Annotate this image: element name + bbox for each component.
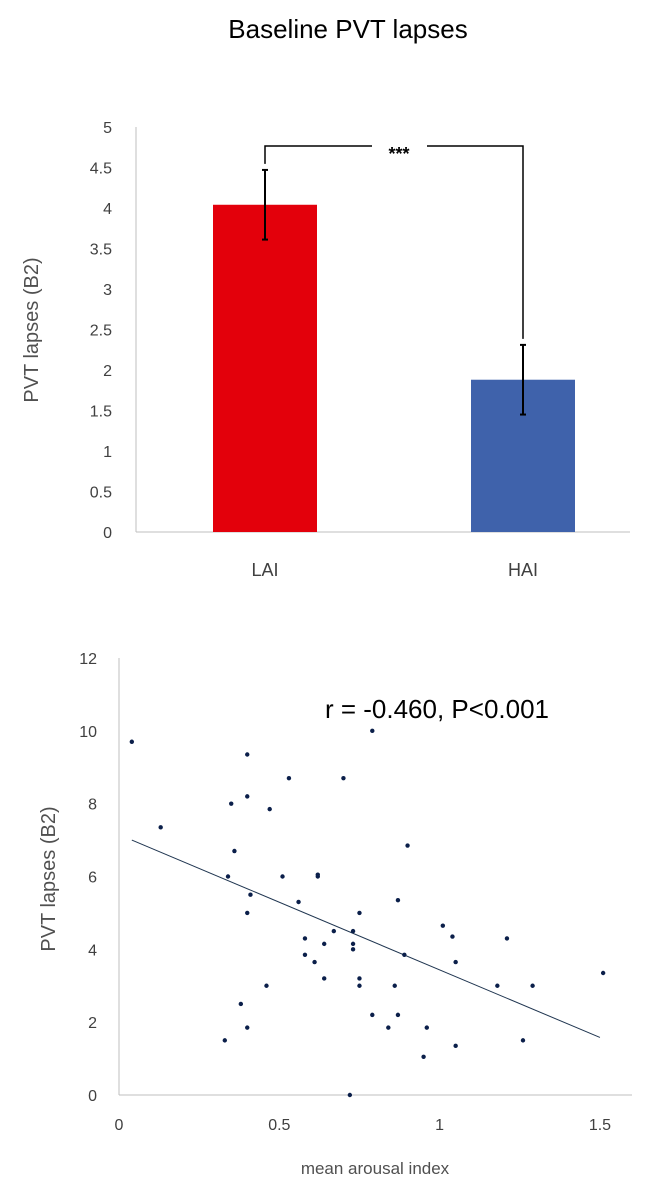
scatter-point — [286, 775, 292, 781]
bar-y-tick-label: 0 — [103, 525, 112, 542]
scatter-y-tick-label: 2 — [88, 1015, 97, 1032]
scatter-point — [370, 1012, 375, 1018]
scatter-x-tick-label: 0.5 — [268, 1117, 290, 1134]
trendline — [131, 839, 601, 1038]
scatter-y-tick-label: 10 — [79, 724, 97, 741]
significance-marker: *** — [388, 144, 409, 164]
bar-y-tick-label: 4.5 — [90, 161, 112, 178]
scatter-point — [245, 910, 250, 916]
scatter-y-axis-label: PVT lapses (B2) — [38, 806, 60, 951]
scatter-point — [421, 1054, 426, 1059]
scatter-point — [296, 899, 301, 905]
scatter-point — [264, 983, 269, 988]
scatter-point — [405, 843, 410, 848]
scatter-point — [450, 934, 455, 939]
significance-bracket — [264, 145, 524, 339]
scatter-point — [495, 983, 500, 988]
scatter-point — [530, 983, 535, 988]
bar-y-tick-label: 0.5 — [90, 485, 112, 502]
scatter-point — [453, 959, 458, 965]
bar-y-tick-label: 1 — [103, 444, 112, 461]
scatter-point — [440, 923, 446, 928]
scatter-point — [322, 976, 327, 981]
scatter-point — [392, 983, 397, 988]
bar-y-tick-label: 1.5 — [90, 404, 112, 421]
scatter-point — [302, 936, 308, 941]
scatter-point — [386, 1025, 391, 1030]
scatter-point — [302, 952, 308, 957]
scatter-point — [248, 892, 253, 897]
scatter-point — [225, 874, 231, 879]
bar-chart-title: Baseline PVT lapses — [228, 14, 467, 44]
scatter-chart: 0 2 4 6 8 10 12 0 0.5 1 1.5 — [79, 651, 632, 1134]
scatter-y-tick-label: 4 — [88, 942, 97, 959]
scatter-point — [312, 959, 317, 965]
scatter-point — [600, 970, 606, 976]
scatter-point — [222, 1038, 228, 1043]
bar-y-tick-label: 2.5 — [90, 323, 112, 340]
scatter-point — [504, 936, 510, 941]
scatter-point — [238, 1001, 244, 1007]
scatter-point — [395, 897, 401, 903]
scatter-point — [245, 794, 250, 799]
scatter-point — [347, 1092, 353, 1098]
bar-y-tick-label: 2 — [103, 363, 112, 380]
scatter-point — [245, 752, 250, 757]
scatter-point — [357, 976, 362, 981]
scatter-x-tick-label: 0 — [115, 1117, 124, 1134]
bar-y-tick-label: 3.5 — [90, 242, 112, 259]
scatter-y-tick-label: 8 — [88, 797, 97, 814]
scatter-point — [520, 1038, 526, 1043]
bar-chart: 0 0.5 1 1.5 2 2.5 3 3.5 4 4.5 5 LAI HAI — [90, 120, 630, 580]
scatter-point — [322, 941, 327, 947]
bar-x-tick-label: HAI — [508, 560, 538, 580]
scatter-x-tick-label: 1 — [435, 1117, 444, 1134]
scatter-point — [331, 928, 337, 934]
scatter-point — [357, 910, 362, 916]
scatter-point — [453, 1043, 458, 1049]
scatter-point — [232, 848, 237, 854]
bar-x-tick-label: LAI — [251, 560, 278, 580]
scatter-point — [267, 806, 272, 812]
scatter-point — [315, 872, 320, 877]
bar-lai — [213, 204, 317, 532]
scatter-point — [357, 983, 362, 988]
scatter-point — [280, 874, 285, 879]
scatter-point — [350, 928, 356, 934]
scatter-point — [424, 1025, 429, 1030]
scatter-point — [129, 739, 135, 744]
scatter-y-tick-label: 6 — [88, 870, 97, 887]
bar-y-tick-label: 3 — [103, 282, 112, 299]
scatter-y-tick-label: 12 — [79, 651, 97, 668]
scatter-point — [370, 728, 375, 734]
scatter-point — [158, 825, 163, 830]
bar-chart-y-axis-label: PVT lapses (B2) — [21, 257, 43, 402]
scatter-x-axis-label: mean arousal index — [301, 1159, 450, 1178]
scatter-point — [350, 947, 356, 952]
scatter-y-tick-label: 0 — [88, 1088, 97, 1105]
scatter-point — [341, 775, 346, 781]
scatter-point — [350, 941, 356, 947]
bar-y-tick-label: 5 — [103, 120, 112, 137]
bar-y-tick-label: 4 — [103, 201, 112, 218]
correlation-annotation: r = -0.460, P<0.001 — [325, 694, 549, 724]
scatter-point — [245, 1025, 250, 1030]
scatter-x-tick-label: 1.5 — [589, 1117, 611, 1134]
scatter-point — [229, 801, 234, 806]
scatter-point — [402, 952, 407, 957]
scatter-point — [395, 1012, 401, 1018]
